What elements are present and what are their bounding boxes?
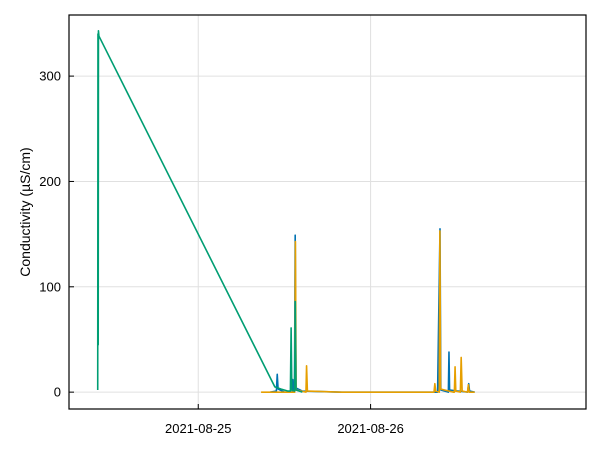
series-line-1 [269, 228, 475, 393]
series-line-3 [96, 30, 303, 393]
x-tick-label: 2021-08-26 [337, 421, 404, 436]
plot-frame [68, 14, 587, 410]
series-layer [96, 30, 475, 393]
y-tick-label: 200 [39, 174, 61, 189]
gridlines [69, 15, 586, 409]
y-axis-title: Conductivity (µS/cm) [17, 147, 33, 276]
tick-layer: 2021-08-25 2021-08-26 0 100 200 300 [39, 69, 404, 436]
x-tick-label: 2021-08-25 [165, 421, 232, 436]
y-tick-label: 300 [39, 69, 61, 84]
y-tick-label: 0 [54, 385, 61, 400]
y-tick-label: 100 [39, 279, 61, 294]
series-line-2 [261, 230, 475, 393]
